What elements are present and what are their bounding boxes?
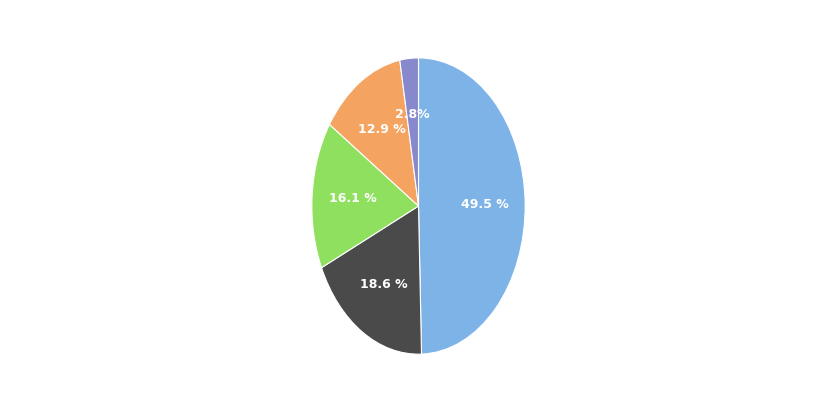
Text: 2.8%: 2.8% <box>395 108 430 121</box>
Text: 16.1 %: 16.1 % <box>329 192 376 206</box>
Wedge shape <box>312 124 418 268</box>
Wedge shape <box>418 58 524 354</box>
Wedge shape <box>329 60 418 206</box>
Text: 18.6 %: 18.6 % <box>359 278 407 290</box>
Text: 49.5 %: 49.5 % <box>460 198 508 211</box>
Wedge shape <box>321 206 421 354</box>
Wedge shape <box>400 58 418 206</box>
Text: 12.9 %: 12.9 % <box>358 123 405 136</box>
